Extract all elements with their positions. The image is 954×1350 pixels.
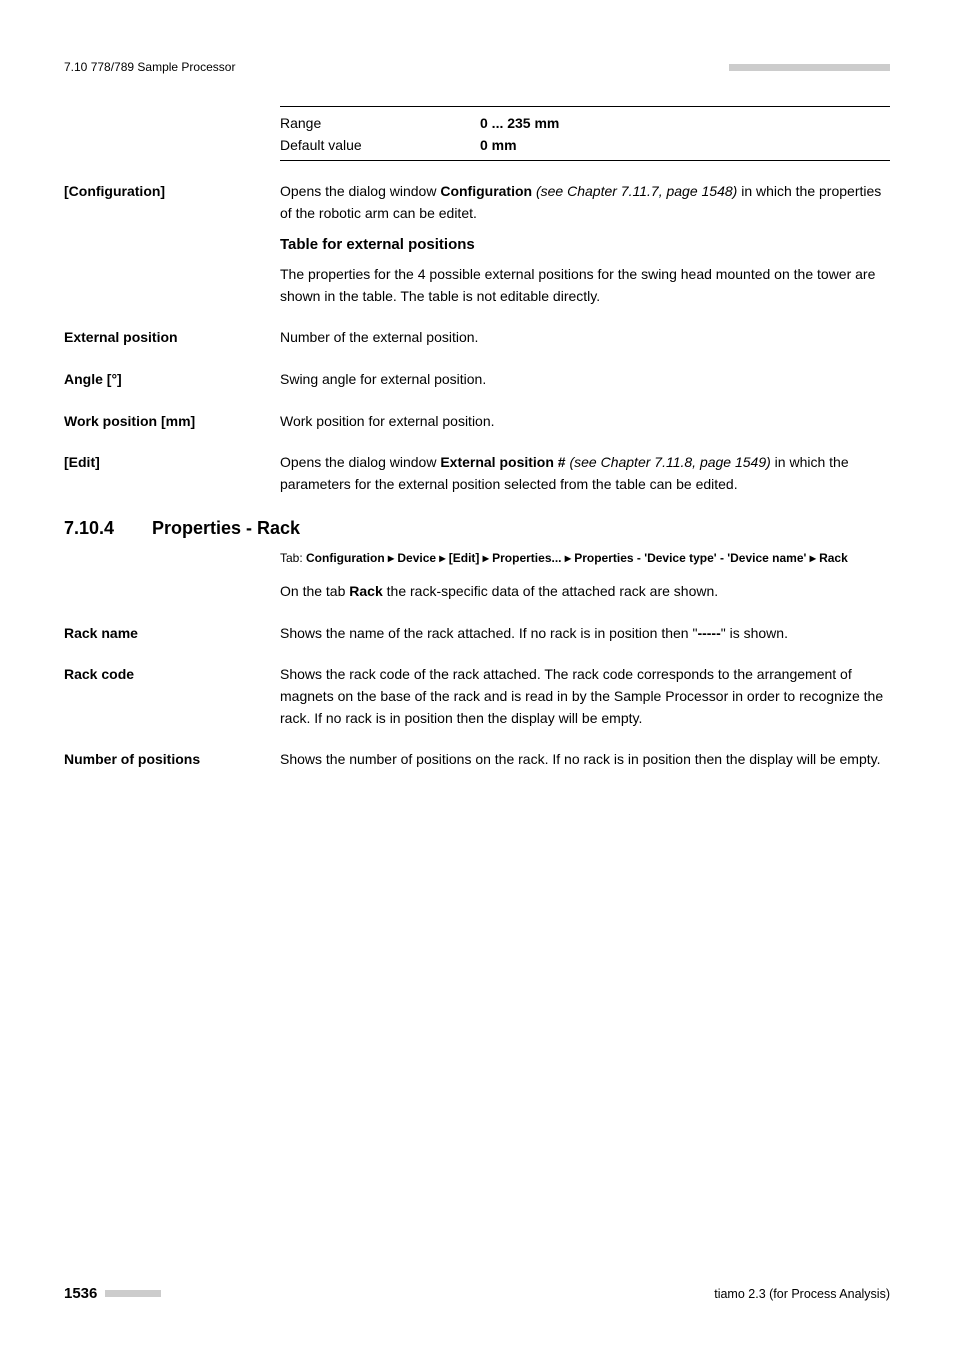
definition-description: Shows the number of positions on the rac… — [280, 749, 890, 771]
decorative-square — [806, 64, 813, 71]
definition-term: Work position [mm] — [64, 411, 280, 433]
paragraph: Shows the number of positions on the rac… — [280, 749, 890, 771]
decorative-square — [883, 64, 890, 71]
table-row-value: 0 mm — [480, 135, 517, 157]
decorative-square — [757, 64, 764, 71]
decorative-square — [729, 64, 736, 71]
table-row-value: 0 ... 235 mm — [480, 113, 559, 135]
paragraph: Opens the dialog window Configuration (s… — [280, 181, 890, 224]
section-number: 7.10.4 — [64, 518, 152, 539]
decorative-square — [848, 64, 855, 71]
definition-description: Work position for external position. — [280, 411, 890, 433]
footer-decorative-squares — [105, 1290, 161, 1297]
page-number: 1536 — [64, 1285, 97, 1302]
decorative-square — [112, 1290, 119, 1297]
decorative-square — [785, 64, 792, 71]
definition-entry: Rack codeShows the rack code of the rack… — [64, 664, 890, 729]
definition-entry: External positionNumber of the external … — [64, 327, 890, 349]
definition-entry: Work position [mm]Work position for exte… — [64, 411, 890, 433]
decorative-square — [743, 64, 750, 71]
definition-description: Shows the rack code of the rack attached… — [280, 664, 890, 729]
range-default-table: Range0 ... 235 mmDefault value0 mm — [280, 106, 890, 161]
decorative-square — [827, 64, 834, 71]
definition-term: Rack code — [64, 664, 280, 729]
definition-description: Opens the dialog window Configuration (s… — [280, 181, 890, 307]
decorative-square — [736, 64, 743, 71]
definition-description: Number of the external position. — [280, 327, 890, 349]
decorative-square — [105, 1290, 112, 1297]
table-row: Default value0 mm — [280, 135, 890, 157]
definition-description: Swing angle for external position. — [280, 369, 890, 391]
definition-entry: Number of positionsShows the number of p… — [64, 749, 890, 771]
definition-description: Shows the name of the rack attached. If … — [280, 623, 890, 645]
decorative-square — [820, 64, 827, 71]
decorative-square — [771, 64, 778, 71]
page-header: 7.10 778/789 Sample Processor — [64, 60, 890, 74]
paragraph: The properties for the 4 possible extern… — [280, 264, 890, 307]
decorative-square — [855, 64, 862, 71]
section-intro: On the tab Rack the rack-specific data o… — [280, 581, 890, 603]
decorative-square — [140, 1290, 147, 1297]
decorative-square — [792, 64, 799, 71]
decorative-square — [799, 64, 806, 71]
paragraph: Shows the rack code of the rack attached… — [280, 664, 890, 729]
header-section-path: 7.10 778/789 Sample Processor — [64, 60, 235, 74]
definition-entry: Angle [°]Swing angle for external positi… — [64, 369, 890, 391]
decorative-square — [154, 1290, 161, 1297]
section-title: Properties - Rack — [152, 518, 300, 539]
tab-path-value: Configuration ▸ Device ▸ [Edit] ▸ Proper… — [306, 551, 848, 565]
decorative-square — [764, 64, 771, 71]
paragraph: Number of the external position. — [280, 327, 890, 349]
table-row: Range0 ... 235 mm — [280, 113, 890, 135]
paragraph: Swing angle for external position. — [280, 369, 890, 391]
decorative-square — [813, 64, 820, 71]
definition-entry: [Edit]Opens the dialog window External p… — [64, 452, 890, 495]
definition-term: [Configuration] — [64, 181, 280, 307]
table-row-label: Default value — [280, 135, 480, 157]
definition-term: Rack name — [64, 623, 280, 645]
footer-product-name: tiamo 2.3 (for Process Analysis) — [714, 1287, 890, 1301]
paragraph: Shows the name of the rack attached. If … — [280, 623, 890, 645]
decorative-square — [126, 1290, 133, 1297]
definition-term: External position — [64, 327, 280, 349]
definition-entry: [Configuration]Opens the dialog window C… — [64, 181, 890, 307]
decorative-square — [119, 1290, 126, 1297]
tab-path: Tab: Configuration ▸ Device ▸ [Edit] ▸ P… — [280, 549, 890, 567]
definition-entry: Rack nameShows the name of the rack atta… — [64, 623, 890, 645]
decorative-square — [778, 64, 785, 71]
paragraph: Opens the dialog window External positio… — [280, 452, 890, 495]
section-heading: 7.10.4 Properties - Rack — [64, 518, 890, 539]
decorative-square — [750, 64, 757, 71]
table-row-label: Range — [280, 113, 480, 135]
decorative-square — [147, 1290, 154, 1297]
decorative-square — [862, 64, 869, 71]
tab-path-lead: Tab: — [280, 551, 306, 565]
decorative-square — [834, 64, 841, 71]
definition-description: Opens the dialog window External positio… — [280, 452, 890, 495]
paragraph: Work position for external position. — [280, 411, 890, 433]
definition-term: [Edit] — [64, 452, 280, 495]
decorative-square — [869, 64, 876, 71]
decorative-square — [876, 64, 883, 71]
subheading: Table for external positions — [280, 233, 890, 256]
decorative-square — [133, 1290, 140, 1297]
definition-term: Angle [°] — [64, 369, 280, 391]
header-decorative-squares — [729, 64, 890, 71]
footer-left: 1536 — [64, 1285, 161, 1302]
definition-term: Number of positions — [64, 749, 280, 771]
decorative-square — [841, 64, 848, 71]
page-footer: 1536 tiamo 2.3 (for Process Analysis) — [64, 1285, 890, 1302]
